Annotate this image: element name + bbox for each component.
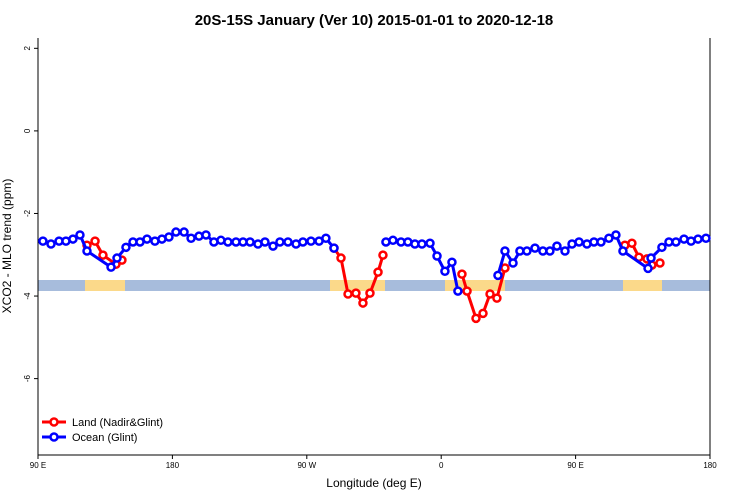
point: [46, 239, 56, 249]
legend-label: Land (Nadir&Glint): [72, 417, 163, 429]
point: [643, 263, 653, 274]
land-band: [85, 280, 125, 291]
y-tick-label: 0: [23, 128, 32, 133]
point: [336, 253, 346, 263]
x-axis-label: Longitude (deg E): [326, 476, 421, 490]
land-band: [330, 280, 385, 291]
point: [343, 289, 353, 299]
point: [321, 233, 331, 243]
point: [447, 257, 457, 267]
point: [365, 288, 375, 298]
point: [388, 235, 398, 246]
point: [373, 267, 383, 277]
series-line: [86, 239, 661, 320]
point: [417, 239, 427, 249]
point: [574, 237, 584, 247]
point: [493, 270, 503, 281]
point: [378, 250, 388, 260]
x-tick-label: 90 E: [567, 461, 583, 470]
point: [351, 288, 361, 298]
point: [268, 241, 278, 251]
point: [329, 243, 339, 253]
point: [112, 253, 122, 263]
point: [38, 236, 48, 246]
point: [701, 233, 711, 243]
point: [121, 242, 131, 253]
x-tick-label: 180: [166, 461, 180, 470]
point: [671, 237, 681, 247]
point: [453, 286, 463, 296]
point: [283, 237, 293, 247]
point: [142, 234, 152, 244]
y-tick-label: -2: [23, 209, 32, 217]
point: [82, 246, 92, 256]
point: [68, 234, 78, 244]
point: [478, 308, 488, 319]
point: [164, 232, 174, 242]
point: [611, 230, 621, 240]
point: [179, 227, 189, 237]
point: [186, 233, 196, 243]
point: [657, 242, 667, 253]
point: [75, 230, 85, 240]
point: [552, 241, 562, 251]
point: [500, 263, 510, 273]
x-tick-label: 0: [439, 461, 444, 470]
point: [260, 237, 270, 247]
point: [245, 237, 255, 247]
y-tick-label: 2: [23, 46, 32, 51]
point: [425, 238, 435, 248]
point: [596, 237, 606, 247]
x-tick-label: 180: [703, 461, 717, 470]
point: [646, 253, 656, 263]
point: [358, 298, 368, 308]
point: [545, 246, 555, 256]
point: [106, 262, 116, 272]
legend-label: Ocean (Glint): [72, 432, 137, 444]
point: [306, 236, 316, 246]
point: [223, 237, 233, 247]
point: [655, 258, 665, 268]
point: [171, 227, 181, 237]
point: [604, 233, 614, 243]
point: [627, 238, 637, 248]
point: [492, 293, 502, 303]
land-band: [445, 280, 505, 291]
legend-marker: [49, 432, 59, 442]
point: [457, 269, 467, 279]
point: [98, 250, 108, 260]
point: [432, 251, 442, 261]
legend-marker: [49, 417, 59, 427]
point: [618, 246, 628, 256]
point: [90, 236, 100, 246]
point: [201, 230, 211, 240]
point: [275, 237, 285, 247]
y-tick-label: -4: [23, 292, 32, 300]
x-tick-label: 90 E: [30, 461, 46, 470]
land-band: [623, 280, 662, 291]
point: [693, 234, 703, 244]
point: [560, 246, 570, 256]
point: [530, 243, 540, 253]
point: [440, 266, 450, 277]
y-tick-label: -6: [23, 375, 32, 383]
y-axis-label: XCO2 - MLO trend (ppm): [0, 179, 14, 314]
point: [500, 246, 510, 256]
point: [522, 246, 532, 256]
x-tick-label: 90 W: [297, 461, 316, 470]
point: [298, 237, 308, 247]
point: [471, 313, 481, 324]
point: [462, 286, 472, 296]
point: [485, 289, 495, 299]
point: [508, 258, 518, 268]
chart-title: 20S-15S January (Ver 10) 2015-01-01 to 2…: [195, 12, 554, 29]
